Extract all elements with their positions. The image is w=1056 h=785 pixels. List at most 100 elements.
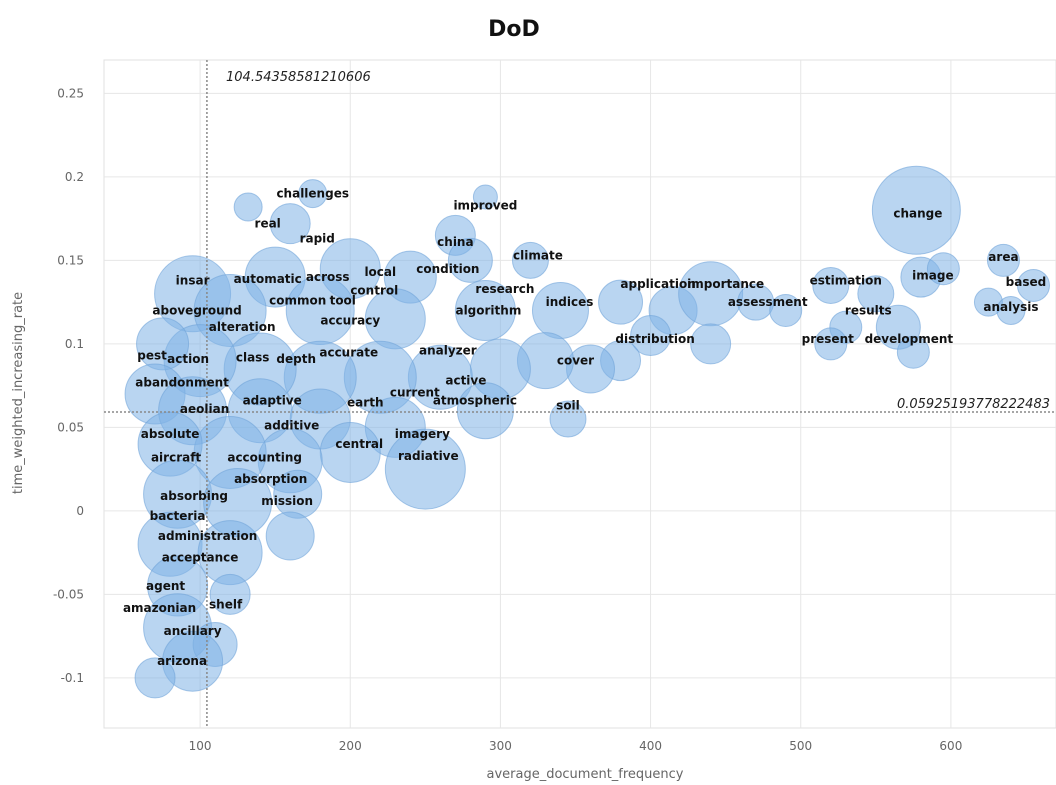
bubble [233, 192, 263, 222]
bubble-label: depth [276, 352, 316, 366]
y-tick-label: 0.25 [57, 86, 84, 100]
bubble [209, 573, 251, 615]
bubble [986, 243, 1020, 277]
bubble [769, 294, 803, 327]
x-tick-label: 100 [189, 739, 212, 753]
bubble-label: imagery [395, 427, 450, 441]
bubble-label: estimation [810, 273, 882, 287]
bubble [996, 296, 1026, 325]
bubble-labels: challenges real rapid improved change china cl… [123, 187, 1046, 669]
bubble-label: aircraft [151, 450, 201, 464]
bubble-label: control [350, 283, 398, 297]
bubble-label: present [802, 332, 854, 346]
bubble-label: abandonment [135, 375, 229, 389]
bubble [285, 276, 355, 345]
y-tick-label: 0 [76, 504, 84, 518]
bubble-label: challenges [276, 187, 349, 201]
bubble [134, 657, 176, 699]
bubble-label: class [236, 350, 270, 364]
x-tick-label: 200 [339, 739, 362, 753]
bubble-label: acceptance [162, 551, 239, 565]
y-tick-label: -0.05 [53, 587, 84, 601]
bubble-label: atmospheric [433, 394, 517, 408]
y-tick-label: 0.1 [65, 337, 84, 351]
bubble-label: current [390, 385, 440, 399]
bubble-label: automatic [234, 272, 302, 286]
bubble-label: importance [687, 277, 764, 291]
chart-title: DoD [488, 17, 540, 42]
bubble-label: rapid [300, 232, 335, 246]
bubble-label: area [988, 250, 1018, 264]
bubble-label: accurate [319, 345, 378, 359]
bubble [896, 335, 930, 369]
bubble-label: development [865, 332, 954, 346]
bubble-label: algorithm [455, 304, 521, 318]
bubble-label: soil [556, 399, 580, 413]
bubble-label: alteration [209, 320, 276, 334]
bubble-label: results [845, 304, 892, 318]
bubble-label: administration [158, 529, 258, 543]
bubble-label: ancillary [164, 624, 222, 638]
tick-labels: 100 200 300 400 500 600 -0.1 -0.05 0 0.05 0.1 0.15 0… [53, 86, 962, 753]
bubble-label: local [364, 265, 396, 279]
bubble [511, 241, 549, 279]
bubble-label: additive [264, 419, 319, 433]
y-tick-label: 0.2 [65, 170, 84, 184]
bubble-label: aboveground [152, 304, 241, 318]
bubble-label: indices [546, 295, 594, 309]
bubble-label: across [306, 270, 350, 284]
bubble-label: assessment [728, 295, 808, 309]
bubble [566, 344, 616, 394]
bubble-label: arizona [157, 654, 207, 668]
x-axis-label: average_document_frequency [486, 767, 683, 782]
bubble [447, 237, 493, 283]
x-tick-label: 500 [789, 739, 812, 753]
bubble-label: insar [176, 273, 210, 287]
bubble-label: climate [513, 248, 563, 262]
bubble-label: condition [416, 262, 479, 276]
plot-area [103, 59, 1056, 729]
bubble [630, 315, 672, 357]
bubble [690, 323, 732, 365]
bubble-label: mission [261, 494, 313, 508]
bubble [814, 327, 848, 361]
y-axis-label: time_weighted_increasing_rate [11, 292, 26, 494]
bubble-label: research [475, 282, 534, 296]
bubble-label: absolute [141, 427, 200, 441]
bubble-label: aeolian [180, 402, 229, 416]
bubble [298, 179, 328, 209]
x-reference-label: 104.54358581210606 [226, 70, 371, 85]
bubble-label: image [912, 268, 953, 282]
bubble [678, 261, 744, 327]
bubble [269, 203, 311, 245]
bubble [265, 511, 315, 561]
bubble-label: china [437, 235, 473, 249]
bubble-label: tool [330, 293, 356, 307]
bubble [319, 421, 381, 483]
y-tick-label: -0.1 [61, 671, 84, 685]
bubble-label: cover [557, 354, 594, 368]
bubble-label: bacteria [150, 509, 206, 523]
x-tick-label: 300 [489, 739, 512, 753]
bubble-label: common [269, 293, 326, 307]
x-tick-label: 400 [639, 739, 662, 753]
bubble-label: central [335, 437, 383, 451]
bubble-label: analyzer [419, 344, 477, 358]
bubble [857, 275, 895, 313]
bubble [454, 280, 516, 341]
bubble-label: agent [146, 579, 185, 593]
bubble-label: accuracy [320, 314, 380, 328]
bubble [926, 252, 960, 286]
bubble-label: distribution [615, 332, 694, 346]
x-tick-label: 600 [939, 739, 962, 753]
reference-lines [104, 60, 1056, 728]
bubble [1016, 268, 1050, 302]
bubble [549, 400, 587, 438]
bubble [598, 279, 644, 325]
bubble-label: radiative [398, 449, 459, 463]
bubble [812, 266, 850, 304]
bubble [456, 382, 514, 440]
bubble-label: action [167, 352, 209, 366]
bubble-label: adaptive [243, 394, 302, 408]
